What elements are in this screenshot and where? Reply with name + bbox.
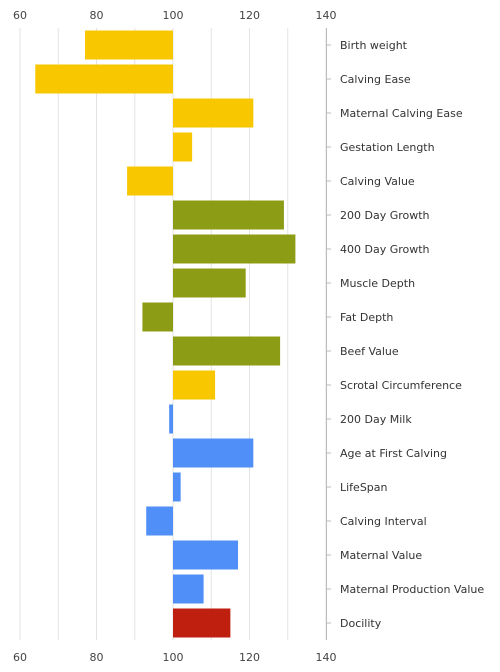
bar	[173, 132, 193, 162]
chart-grid	[19, 28, 327, 640]
x-tick-label-bottom: 80	[90, 651, 104, 664]
category-label: Maternal Calving Ease	[340, 107, 463, 120]
bar	[173, 574, 204, 604]
bar	[173, 268, 246, 298]
category-label: Birth weight	[340, 39, 408, 52]
x-tick-label-top: 60	[13, 9, 27, 22]
bar	[173, 540, 239, 570]
bar	[173, 234, 296, 264]
category-label: Age at First Calving	[340, 447, 447, 460]
x-tick-label-bottom: 140	[316, 651, 337, 664]
bar	[173, 370, 216, 400]
x-tick-label-top: 100	[163, 9, 184, 22]
x-tick-label-top: 120	[239, 9, 260, 22]
x-tick-label-bottom: 60	[13, 651, 27, 664]
bar	[173, 608, 231, 638]
bar	[35, 64, 173, 94]
category-label: Calving Value	[340, 175, 415, 188]
category-label: Fat Depth	[340, 311, 393, 324]
x-tick-label-bottom: 120	[239, 651, 260, 664]
category-label: Maternal Production Value	[340, 583, 484, 596]
category-label: Calving Interval	[340, 515, 427, 528]
category-label: Beef Value	[340, 345, 399, 358]
category-label: 200 Day Milk	[340, 413, 412, 426]
bar	[173, 200, 284, 230]
x-tick-label-top: 80	[90, 9, 104, 22]
category-label: Gestation Length	[340, 141, 435, 154]
bar	[173, 98, 254, 128]
bar	[169, 404, 173, 434]
category-label: Calving Ease	[340, 73, 411, 86]
category-label: 400 Day Growth	[340, 243, 430, 256]
category-label: Muscle Depth	[340, 277, 415, 290]
bar	[146, 506, 173, 536]
bar	[173, 472, 181, 502]
bar	[127, 166, 173, 196]
category-axis: Birth weight Calving Ease Maternal Calving…	[326, 39, 484, 630]
category-label: Scrotal Circumference	[340, 379, 462, 392]
x-axis-bottom: 60 80 100 120 140	[13, 651, 337, 664]
category-label: 200 Day Growth	[340, 209, 430, 222]
category-label: LifeSpan	[340, 481, 388, 494]
category-label: Docility	[340, 617, 382, 630]
x-tick-label-top: 140	[316, 9, 337, 22]
bar	[85, 30, 173, 60]
x-tick-label-bottom: 100	[163, 651, 184, 664]
category-label: Maternal Value	[340, 549, 422, 562]
bar	[173, 336, 281, 366]
bar	[142, 302, 173, 332]
chart-bars	[35, 30, 296, 638]
bar	[173, 438, 254, 468]
x-axis-top: 60 80 100 120 140	[13, 9, 337, 22]
